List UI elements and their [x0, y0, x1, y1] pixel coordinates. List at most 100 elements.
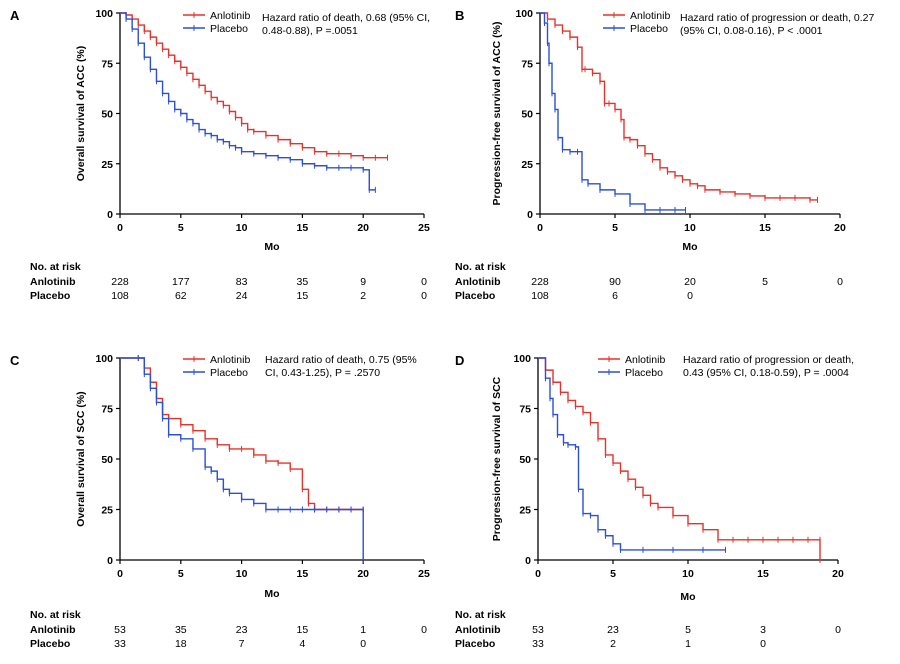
panel-letter: D	[455, 353, 464, 368]
risk-row-label: Anlotinib	[30, 624, 76, 636]
y-tick-label: 50	[521, 109, 533, 121]
y-tick-label: 50	[101, 109, 113, 121]
risk-count: 23	[236, 624, 248, 636]
x-tick-label: 25	[418, 568, 430, 580]
panel-letter: C	[10, 353, 20, 368]
x-tick-label: 15	[297, 222, 309, 234]
x-tick-label: 20	[832, 568, 844, 580]
x-tick-label: 5	[178, 222, 184, 234]
y-tick-label: 100	[513, 353, 531, 365]
risk-count: 33	[114, 638, 126, 650]
hazard-ratio-text: CI, 0.43-1.25), P = .2570	[265, 367, 380, 379]
y-tick-label: 25	[101, 505, 113, 517]
x-tick-label: 20	[357, 568, 369, 580]
risk-count: 5	[685, 624, 691, 636]
y-tick-label: 0	[525, 555, 531, 567]
y-tick-label: 75	[101, 404, 113, 416]
x-tick-label: 10	[682, 568, 694, 580]
x-tick-label: 5	[178, 568, 184, 580]
y-axis-title: Overall survival of SCC (%)	[75, 391, 87, 526]
y-tick-label: 0	[107, 555, 113, 567]
risk-count: 1	[360, 624, 366, 636]
risk-count: 0	[837, 276, 843, 288]
km-curve-placebo	[120, 357, 364, 560]
risk-count: 15	[297, 290, 309, 302]
km-curve-placebo	[540, 12, 686, 211]
x-tick-label: 20	[357, 222, 369, 234]
risk-count: 5	[762, 276, 768, 288]
legend-label: Placebo	[625, 367, 663, 379]
risk-row-label: Anlotinib	[455, 276, 501, 288]
hazard-ratio-text: Hazard ratio of progression or death,	[683, 354, 854, 366]
y-tick-label: 0	[527, 209, 533, 221]
risk-count: 23	[607, 624, 619, 636]
risk-table-header: No. at risk	[30, 261, 81, 273]
y-tick-label: 75	[101, 58, 113, 70]
y-tick-label: 25	[101, 159, 113, 171]
panel-letter: A	[10, 8, 20, 23]
x-axis-title: Mo	[264, 241, 279, 253]
risk-table-header: No. at risk	[30, 609, 81, 621]
y-tick-label: 100	[95, 8, 113, 20]
legend-label: Anlotinib	[630, 10, 670, 22]
panel-letter: B	[455, 8, 464, 23]
risk-count: 2	[360, 290, 366, 302]
risk-count: 18	[175, 638, 187, 650]
y-tick-label: 0	[107, 209, 113, 221]
risk-count: 2	[610, 638, 616, 650]
risk-count: 83	[236, 276, 248, 288]
hazard-ratio-text: 0.43 (95% CI, 0.18-0.59), P = .0004	[683, 367, 849, 379]
legend-label: Placebo	[210, 367, 248, 379]
risk-count: 177	[172, 276, 190, 288]
risk-count: 0	[687, 290, 693, 302]
y-tick-label: 100	[515, 8, 533, 20]
risk-count: 33	[532, 638, 544, 650]
y-tick-label: 75	[521, 58, 533, 70]
x-tick-label: 15	[297, 568, 309, 580]
risk-row-label: Placebo	[30, 638, 70, 650]
risk-count: 228	[111, 276, 129, 288]
legend-label: Anlotinib	[210, 354, 250, 366]
hazard-ratio-text: Hazard ratio of death, 0.68 (95% CI,	[262, 12, 430, 24]
risk-row-label: Anlotinib	[30, 276, 76, 288]
x-tick-label: 10	[236, 222, 248, 234]
risk-count: 35	[175, 624, 187, 636]
y-axis-title: Overall survival of ACC (%)	[75, 46, 87, 182]
legend-label: Placebo	[210, 23, 248, 35]
km-curve-placebo	[120, 12, 376, 191]
x-tick-label: 10	[236, 568, 248, 580]
risk-count: 0	[421, 290, 427, 302]
risk-count: 0	[421, 276, 427, 288]
risk-count: 4	[299, 638, 305, 650]
legend-label: Anlotinib	[625, 354, 665, 366]
hazard-ratio-text: (95% CI, 0.08-0.16), P < .0001	[680, 25, 823, 37]
risk-count: 228	[531, 276, 549, 288]
risk-count: 6	[612, 290, 618, 302]
x-tick-label: 5	[610, 568, 616, 580]
x-tick-label: 0	[535, 568, 541, 580]
risk-row-label: Placebo	[455, 290, 495, 302]
y-tick-label: 50	[101, 454, 113, 466]
risk-count: 108	[531, 290, 549, 302]
x-tick-label: 25	[418, 222, 430, 234]
risk-count: 1	[685, 638, 691, 650]
risk-row-label: Anlotinib	[455, 624, 501, 636]
risk-count: 15	[297, 624, 309, 636]
x-axis-title: Mo	[264, 588, 279, 600]
x-tick-label: 20	[834, 222, 846, 234]
y-tick-label: 100	[95, 353, 113, 365]
km-curve-anlotinib	[538, 357, 821, 560]
risk-table-header: No. at risk	[455, 609, 506, 621]
y-axis-title: Progression-free survival of SCC	[491, 376, 503, 541]
risk-count: 53	[532, 624, 544, 636]
km-curve-anlotinib	[540, 12, 818, 201]
x-tick-label: 15	[757, 568, 769, 580]
hazard-ratio-text: Hazard ratio of death, 0.75 (95%	[265, 354, 417, 366]
y-tick-label: 75	[519, 404, 531, 416]
risk-count: 24	[236, 290, 248, 302]
